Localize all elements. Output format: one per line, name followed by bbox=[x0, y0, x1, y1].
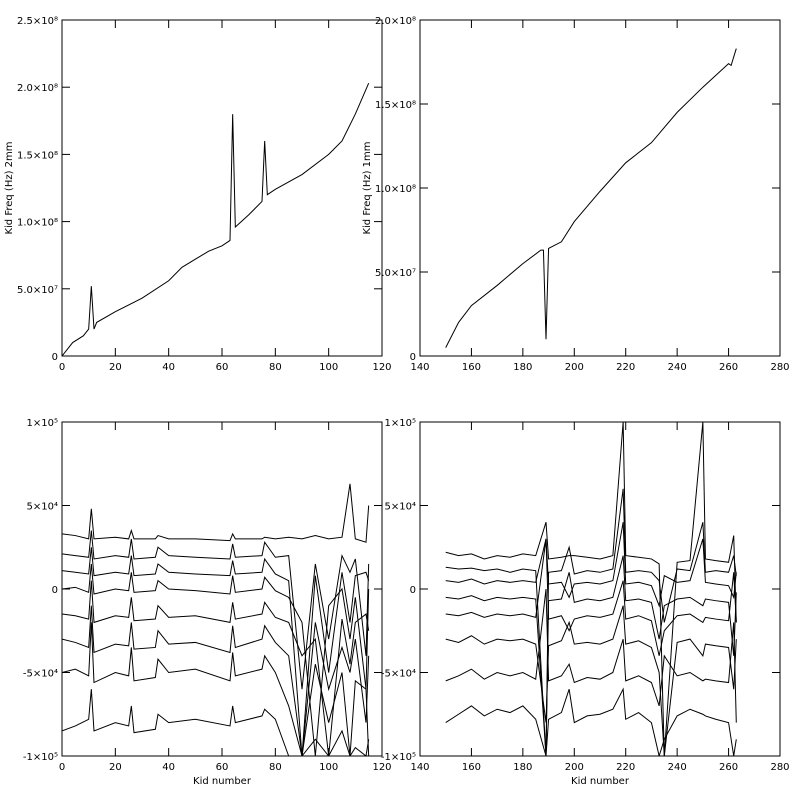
y-tick-label: 0 bbox=[410, 585, 416, 596]
data-line bbox=[445, 588, 737, 723]
x-tick-label: 120 bbox=[372, 762, 391, 773]
x-tick-label: 20 bbox=[109, 362, 122, 373]
x-tick-label: 200 bbox=[565, 362, 584, 373]
y-tick-label: -5×10⁴ bbox=[23, 669, 58, 680]
panel: 140 160 180 200 220 240 260 280 0 5.0×10⁷ 1.0×10⁸ 1… bbox=[362, 16, 790, 373]
panel: 0 20 40 60 80 100 120 0 5.0×10⁷ 1.0×10⁸ 1.5×10⁸ 2.0… bbox=[4, 16, 392, 373]
y-tick-label: 2.5×10⁸ bbox=[17, 16, 58, 27]
x-tick-label: 260 bbox=[719, 762, 738, 773]
x-tick-label: 40 bbox=[162, 762, 175, 773]
data-line bbox=[445, 422, 737, 756]
x-tick-label: 80 bbox=[269, 762, 282, 773]
x-tick-label: 140 bbox=[410, 762, 429, 773]
x-tick-label: 240 bbox=[668, 762, 687, 773]
x-tick-label: 160 bbox=[462, 762, 481, 773]
x-tick-label: 20 bbox=[109, 762, 122, 773]
plot-frame bbox=[419, 421, 781, 757]
data-line bbox=[445, 538, 737, 656]
x-tick-label: 260 bbox=[719, 362, 738, 373]
x-tick-label: 280 bbox=[770, 762, 789, 773]
y-tick-label: -1×10⁵ bbox=[381, 752, 416, 763]
x-tick-label: 140 bbox=[410, 362, 429, 373]
y-tick-label: 5.0×10⁷ bbox=[17, 285, 58, 296]
plot-frame bbox=[419, 19, 781, 357]
x-tick-label: 120 bbox=[372, 362, 391, 373]
x-tick-label: 80 bbox=[269, 362, 282, 373]
y-tick-label: 1.0×10⁸ bbox=[17, 218, 58, 229]
data-line bbox=[62, 82, 370, 356]
data-line bbox=[445, 488, 737, 756]
x-tick-label: 180 bbox=[513, 362, 532, 373]
y-tick-label: 1.0×10⁸ bbox=[375, 184, 416, 195]
data-line bbox=[62, 605, 370, 756]
y-tick-label: 2.0×10⁸ bbox=[375, 16, 416, 27]
x-tick-label: 60 bbox=[216, 762, 229, 773]
data-line bbox=[62, 580, 370, 756]
x-tick-label: 60 bbox=[216, 362, 229, 373]
y-tick-label: 0 bbox=[410, 352, 416, 363]
x-tick-label: 220 bbox=[616, 762, 635, 773]
y-tick-label: 5.0×10⁷ bbox=[375, 268, 416, 279]
data-line bbox=[62, 530, 370, 690]
y-tick-label: 1.5×10⁸ bbox=[375, 100, 416, 111]
x-tick-label: 40 bbox=[162, 362, 175, 373]
panel: 0 20 40 60 80 100 120 -1×10⁵ -5×10⁴ 0 5×10⁴ 1×10⁵ Ki… bbox=[23, 418, 392, 787]
y-tick-label: -5×10⁴ bbox=[381, 669, 416, 680]
x-tick-label: 100 bbox=[319, 762, 338, 773]
y-tick-label: 1×10⁵ bbox=[27, 418, 58, 429]
panel: 140 160 180 200 220 240 260 280 -1×10⁵ -5×10⁴ 0 5×1… bbox=[381, 418, 790, 787]
x-tick-label: 180 bbox=[513, 762, 532, 773]
data-line bbox=[62, 483, 370, 543]
plot-frame bbox=[61, 19, 383, 357]
y-tick-label: 5×10⁴ bbox=[27, 502, 58, 513]
x-tick-label: 0 bbox=[59, 362, 65, 373]
data-line bbox=[62, 547, 370, 756]
x-tick-label: 100 bbox=[319, 362, 338, 373]
x-tick-label: 160 bbox=[462, 362, 481, 373]
y-axis-title: Kid Freq (Hz) 2mm bbox=[4, 141, 15, 234]
y-tick-label: 2.0×10⁸ bbox=[17, 83, 58, 94]
y-tick-label: 0 bbox=[52, 585, 58, 596]
x-axis-title: Kid number bbox=[571, 776, 630, 787]
y-tick-label: -1×10⁵ bbox=[23, 752, 58, 763]
data-line bbox=[62, 563, 370, 756]
data-line bbox=[62, 622, 370, 756]
data-line bbox=[445, 605, 737, 756]
x-tick-label: 220 bbox=[616, 362, 635, 373]
plot-frame bbox=[61, 421, 383, 757]
y-tick-label: 0 bbox=[52, 352, 58, 363]
x-tick-label: 240 bbox=[668, 362, 687, 373]
y-tick-label: 5×10⁴ bbox=[385, 502, 416, 513]
x-tick-label: 200 bbox=[565, 762, 584, 773]
data-line bbox=[62, 689, 370, 756]
data-line bbox=[445, 555, 737, 756]
y-axis-title: Kid Freq (Hz) 1mm bbox=[362, 141, 373, 234]
x-axis-title: Kid number bbox=[193, 776, 252, 787]
y-tick-label: 1×10⁵ bbox=[385, 418, 416, 429]
data-line bbox=[445, 522, 737, 608]
data-line bbox=[445, 48, 737, 348]
x-tick-label: 280 bbox=[770, 362, 789, 373]
x-tick-label: 0 bbox=[59, 762, 65, 773]
data-line bbox=[445, 687, 737, 756]
y-tick-label: 1.5×10⁸ bbox=[17, 150, 58, 161]
